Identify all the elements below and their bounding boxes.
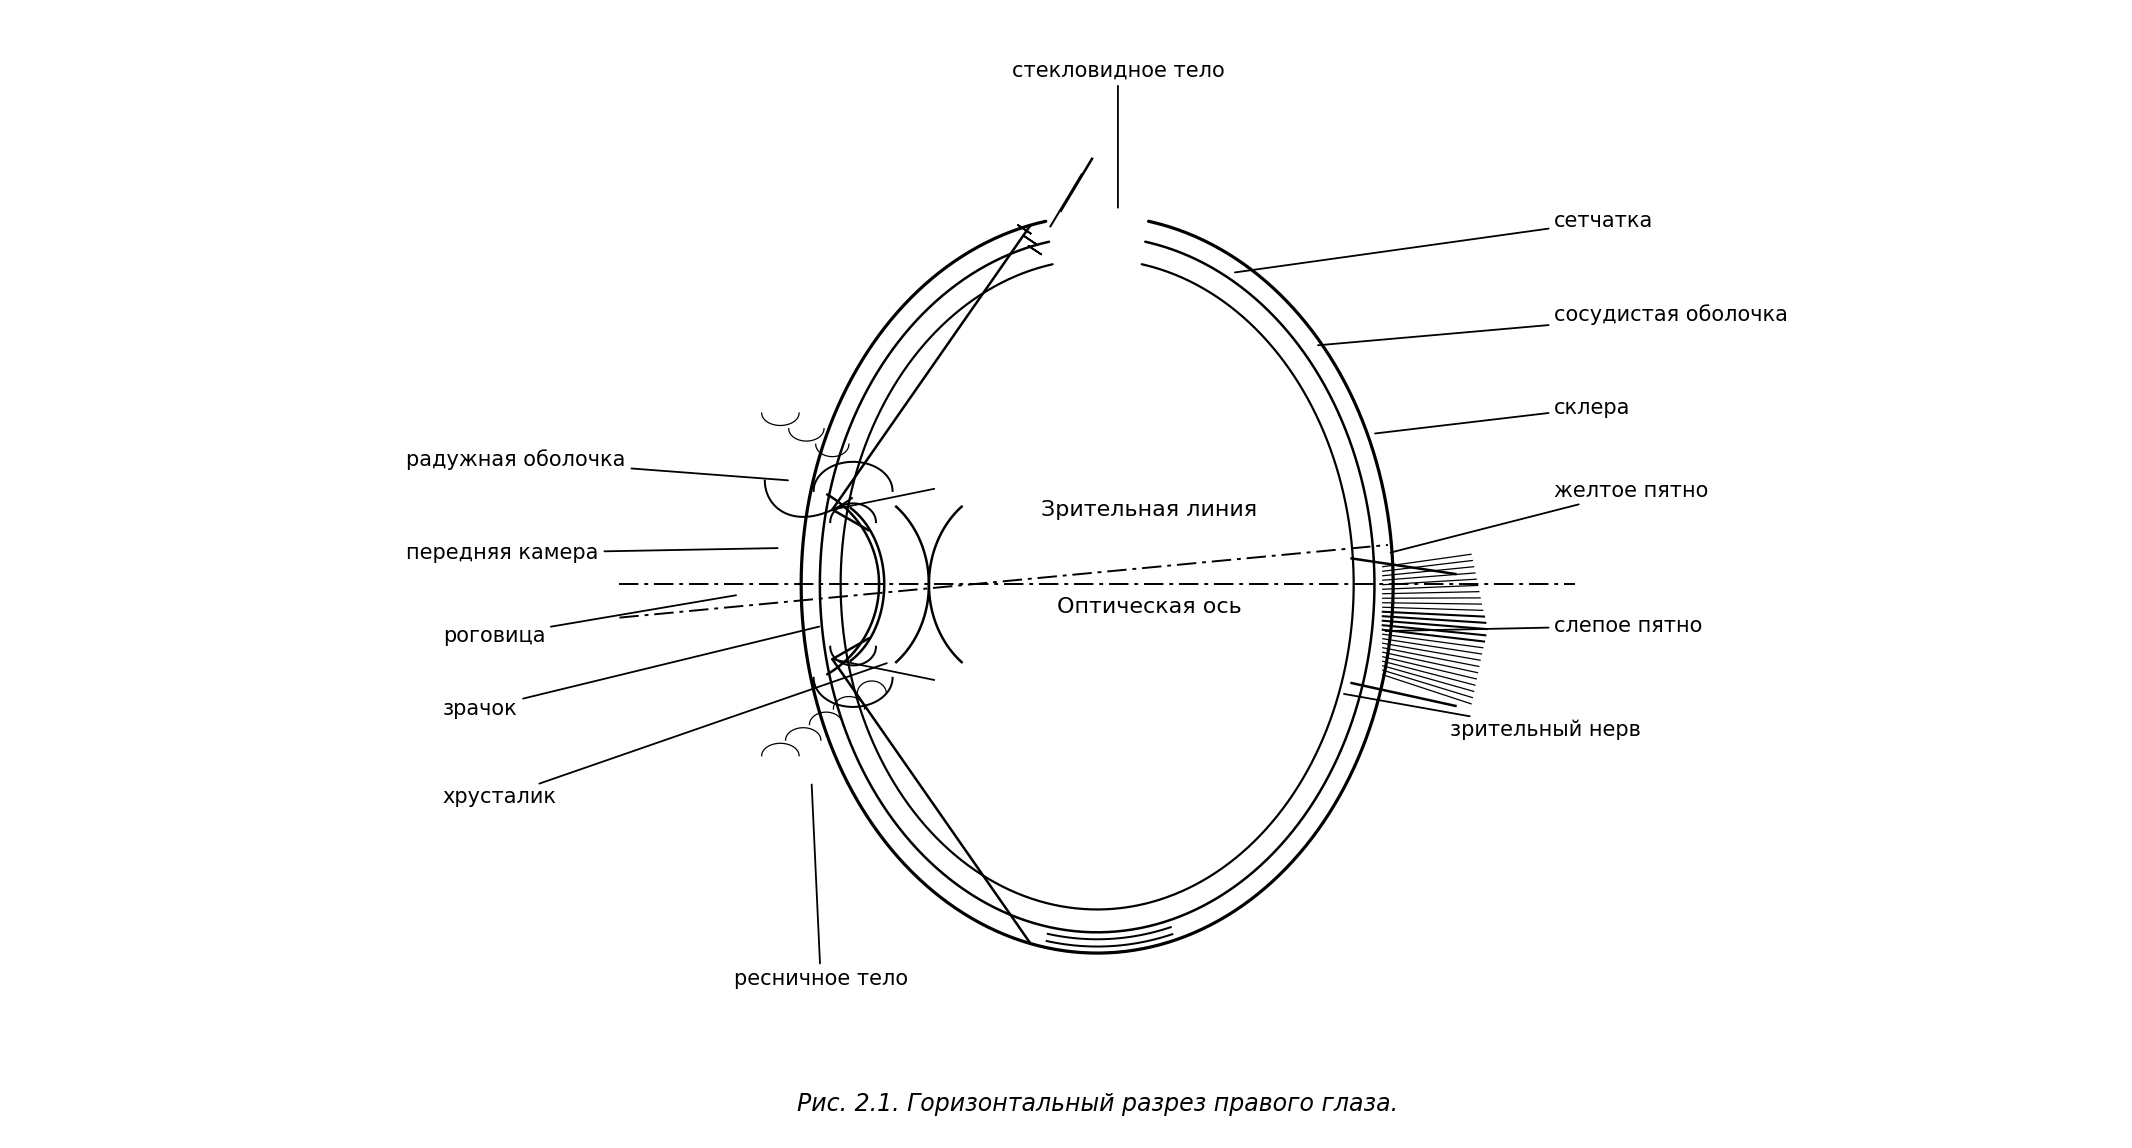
Text: склера: склера	[1375, 398, 1631, 434]
Text: хрусталик: хрусталик	[443, 664, 887, 807]
Text: сетчатка: сетчатка	[1234, 211, 1654, 272]
Text: передняя камера: передняя камера	[407, 543, 778, 564]
Text: зрачок: зрачок	[443, 627, 819, 719]
Text: сосудистая оболочка: сосудистая оболочка	[1318, 304, 1789, 346]
Text: желтое пятно: желтое пятно	[1390, 481, 1708, 552]
Text: ресничное тело: ресничное тело	[733, 784, 908, 990]
Text: Зрительная линия: Зрительная линия	[1040, 501, 1258, 520]
Text: Рис. 2.1. Горизонтальный разрез правого глаза.: Рис. 2.1. Горизонтальный разрез правого …	[797, 1092, 1399, 1116]
Text: стекловидное тело: стекловидное тело	[1011, 61, 1224, 208]
Text: роговица: роговица	[443, 595, 736, 646]
Text: Оптическая ось: Оптическая ось	[1057, 597, 1241, 616]
Text: зрительный нерв: зрительный нерв	[1343, 693, 1642, 740]
Text: радужная оболочка: радужная оболочка	[407, 449, 789, 480]
Text: слепое пятно: слепое пятно	[1386, 616, 1703, 636]
